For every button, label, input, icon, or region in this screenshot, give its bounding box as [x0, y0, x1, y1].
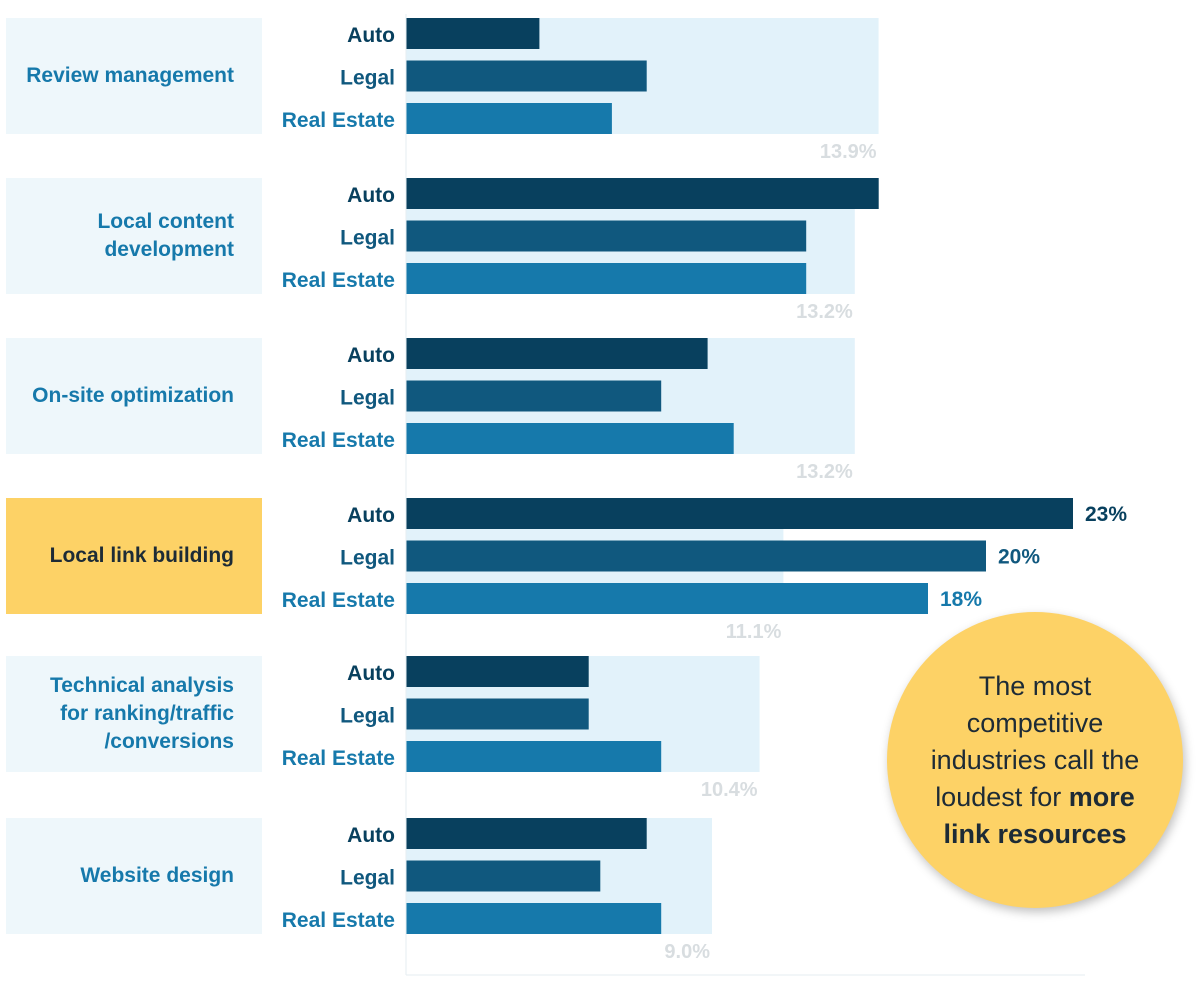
series-label: Auto: [347, 184, 395, 207]
series-label: Real Estate: [282, 747, 395, 770]
bar-auto: [406, 656, 589, 687]
bar-real-estate: [406, 103, 612, 134]
series-label: Real Estate: [282, 109, 395, 132]
series-label: Auto: [347, 344, 395, 367]
bar-auto: [406, 818, 647, 849]
series-label: Legal: [340, 227, 395, 250]
bar-legal: [406, 60, 647, 92]
series-label: Legal: [340, 387, 395, 410]
average-label: 13.2%: [796, 301, 853, 323]
bar-legal: [406, 540, 986, 572]
series-label: Legal: [340, 705, 395, 728]
bar-auto: [406, 498, 1073, 529]
data-label: 20%: [998, 546, 1040, 569]
category-label: Review management: [6, 18, 262, 134]
series-label: Real Estate: [282, 269, 395, 292]
callout-bubble: The most competitive industries call the…: [887, 612, 1183, 908]
series-label: Real Estate: [282, 909, 395, 932]
series-label: Real Estate: [282, 429, 395, 452]
average-label: 13.2%: [796, 461, 853, 483]
series-label: Real Estate: [282, 589, 395, 612]
series-label: Auto: [347, 824, 395, 847]
average-label: 13.9%: [820, 141, 877, 163]
data-label: 18%: [940, 588, 982, 611]
category-label: Local content development: [6, 178, 262, 294]
series-label: Legal: [340, 867, 395, 890]
series-label: Legal: [340, 547, 395, 570]
average-label: 11.1%: [726, 621, 782, 643]
category-label: Technical analysis for ranking/traffic /…: [6, 656, 262, 772]
category-label: On-site optimization: [6, 338, 262, 454]
bar-real-estate: [406, 423, 734, 454]
callout-text: The most competitive industries call the…: [930, 670, 1140, 812]
bar-legal: [406, 380, 662, 412]
bar-auto: [406, 178, 879, 209]
bar-auto: [406, 18, 540, 49]
bar-real-estate: [406, 583, 928, 614]
series-label: Auto: [347, 662, 395, 685]
data-label: 23%: [1085, 503, 1127, 526]
series-label: Auto: [347, 504, 395, 527]
bar-auto: [406, 338, 708, 369]
bar-legal: [406, 860, 601, 892]
average-label: 9.0%: [664, 941, 710, 963]
bar-real-estate: [406, 741, 662, 772]
bar-real-estate: [406, 903, 662, 934]
callout-bold-text: more link resources: [943, 781, 1135, 849]
bar-legal: [406, 698, 589, 730]
category-label: Local link building: [6, 498, 262, 614]
bar-legal: [406, 220, 807, 252]
series-label: Auto: [347, 24, 395, 47]
average-label: 10.4%: [701, 779, 758, 801]
category-label: Website design: [6, 818, 262, 934]
bar-real-estate: [406, 263, 807, 294]
series-label: Legal: [340, 67, 395, 90]
